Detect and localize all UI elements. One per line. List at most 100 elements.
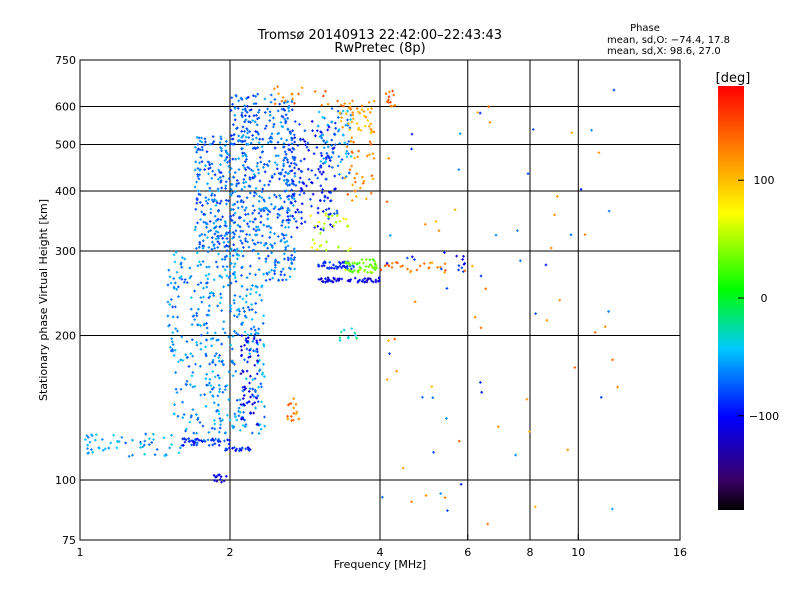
data-point bbox=[245, 154, 248, 158]
data-point bbox=[233, 221, 237, 224]
data-point bbox=[254, 284, 257, 288]
data-point bbox=[233, 262, 237, 266]
data-point bbox=[260, 145, 264, 149]
data-point bbox=[487, 105, 490, 109]
data-point bbox=[251, 393, 254, 397]
data-point bbox=[211, 358, 215, 362]
data-point bbox=[198, 168, 202, 172]
data-point bbox=[181, 416, 185, 420]
data-point bbox=[206, 182, 209, 185]
data-point bbox=[195, 247, 198, 250]
data-point bbox=[269, 243, 272, 246]
data-point bbox=[225, 384, 229, 387]
data-point bbox=[250, 308, 254, 311]
data-point bbox=[235, 447, 238, 451]
data-point bbox=[259, 382, 263, 386]
data-point bbox=[283, 200, 286, 204]
data-point bbox=[374, 264, 378, 267]
data-point bbox=[326, 196, 330, 200]
data-point bbox=[286, 414, 289, 418]
data-point bbox=[528, 430, 531, 433]
data-point bbox=[273, 102, 277, 106]
data-point bbox=[264, 257, 268, 261]
data-point bbox=[239, 345, 243, 348]
data-point bbox=[244, 300, 248, 304]
data-point bbox=[171, 315, 175, 319]
data-point bbox=[396, 261, 399, 265]
data-point bbox=[290, 201, 293, 205]
data-point bbox=[315, 146, 319, 149]
data-point bbox=[353, 331, 357, 335]
data-point bbox=[211, 394, 214, 398]
data-point bbox=[181, 256, 184, 259]
data-point bbox=[320, 131, 323, 134]
data-point bbox=[264, 242, 268, 245]
data-point bbox=[290, 196, 294, 200]
data-point bbox=[251, 378, 255, 381]
data-point bbox=[320, 136, 324, 140]
data-point bbox=[387, 157, 390, 160]
data-point bbox=[174, 250, 178, 254]
data-point bbox=[351, 99, 354, 103]
data-point bbox=[282, 158, 285, 162]
data-point bbox=[249, 332, 253, 336]
data-point bbox=[233, 248, 236, 252]
data-point bbox=[460, 266, 464, 270]
data-point bbox=[273, 193, 276, 197]
data-point bbox=[325, 248, 328, 252]
data-point bbox=[292, 194, 296, 198]
data-point bbox=[233, 114, 237, 117]
chart-subtitle: RwPretec (8p) bbox=[334, 41, 425, 56]
data-point bbox=[204, 164, 207, 167]
data-point bbox=[387, 95, 391, 99]
data-point bbox=[213, 331, 217, 335]
data-point bbox=[252, 94, 255, 97]
data-point bbox=[324, 277, 327, 281]
data-point bbox=[195, 343, 199, 347]
data-point bbox=[210, 162, 214, 166]
data-point bbox=[193, 146, 197, 149]
data-point bbox=[214, 219, 218, 223]
data-point bbox=[293, 256, 296, 259]
data-point bbox=[233, 273, 237, 277]
data-point bbox=[256, 332, 260, 335]
data-point bbox=[290, 415, 293, 418]
data-point bbox=[266, 272, 269, 276]
data-point bbox=[313, 90, 317, 93]
data-point bbox=[252, 114, 256, 118]
data-point bbox=[248, 178, 252, 181]
data-point bbox=[283, 240, 287, 244]
data-point bbox=[430, 261, 434, 264]
data-point bbox=[211, 370, 215, 373]
data-point bbox=[223, 144, 227, 147]
data-point bbox=[335, 279, 338, 283]
data-point bbox=[309, 197, 312, 201]
data-point bbox=[269, 100, 273, 104]
data-point bbox=[223, 234, 227, 238]
data-point bbox=[238, 429, 242, 432]
data-point bbox=[268, 136, 272, 140]
data-point bbox=[290, 188, 294, 192]
data-point bbox=[292, 412, 295, 415]
data-point bbox=[318, 135, 322, 138]
data-point bbox=[251, 147, 255, 150]
data-point bbox=[176, 414, 180, 418]
data-point bbox=[366, 119, 370, 122]
data-point bbox=[268, 236, 272, 239]
data-point bbox=[330, 138, 333, 142]
data-point bbox=[297, 167, 301, 171]
data-point bbox=[229, 281, 233, 285]
data-point bbox=[177, 295, 180, 298]
data-point bbox=[200, 136, 203, 140]
data-point bbox=[334, 220, 338, 224]
data-point bbox=[112, 433, 115, 437]
data-point bbox=[147, 443, 151, 446]
data-point bbox=[143, 452, 146, 456]
data-point bbox=[310, 181, 313, 184]
data-point bbox=[163, 454, 167, 458]
data-point bbox=[253, 209, 256, 212]
y-tick-label: 100 bbox=[55, 474, 76, 487]
data-point bbox=[427, 266, 431, 270]
data-point bbox=[256, 241, 260, 244]
data-point bbox=[218, 225, 221, 229]
